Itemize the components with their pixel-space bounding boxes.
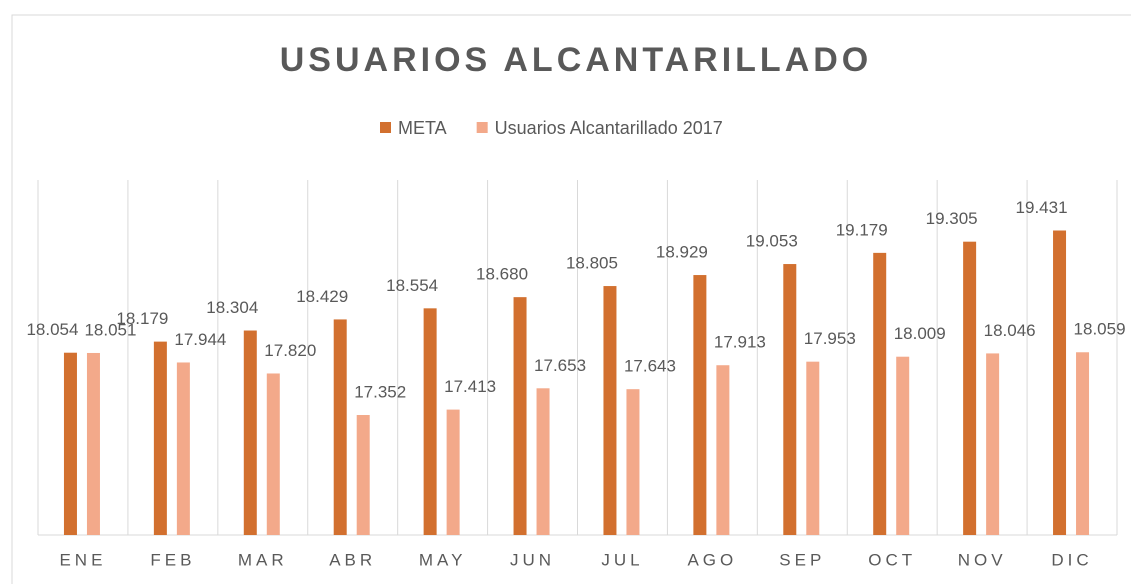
bar (333, 319, 347, 535)
x-tick-label: OCT (868, 550, 916, 569)
data-label: 18.429 (296, 287, 348, 306)
bar (716, 365, 730, 535)
legend-label: META (398, 118, 447, 138)
data-label: 18.054 (26, 320, 78, 339)
x-tick-label: DIC (1051, 550, 1092, 569)
bar (63, 352, 77, 535)
x-tick-label: ENE (59, 550, 106, 569)
data-label: 17.820 (264, 341, 316, 360)
bar (176, 362, 190, 535)
bar (356, 415, 370, 535)
bar (86, 352, 100, 535)
x-tick-label: NOV (958, 550, 1007, 569)
x-tick-label: JUN (510, 550, 555, 569)
chart-title: USUARIOS ALCANTARILLADO (280, 41, 873, 79)
bar (536, 388, 550, 535)
bar (896, 356, 910, 535)
data-label: 18.680 (476, 265, 528, 284)
data-label: 18.051 (84, 320, 136, 339)
data-label: 18.046 (984, 321, 1036, 340)
data-label: 17.643 (624, 357, 676, 376)
data-label: 18.179 (116, 309, 168, 328)
x-tick-label: SEP (779, 550, 825, 569)
bar (1076, 352, 1090, 535)
bar (153, 341, 167, 535)
bar (603, 286, 617, 535)
bar (783, 264, 797, 535)
x-tick-label: ABR (329, 550, 376, 569)
data-label: 19.431 (1016, 198, 1068, 217)
x-tick-label: AGO (687, 550, 737, 569)
bar (986, 353, 1000, 535)
bar (693, 275, 707, 535)
x-tick-label: JUL (601, 550, 643, 569)
data-label: 18.929 (656, 243, 708, 262)
data-label: 18.059 (1074, 320, 1126, 339)
bar (873, 252, 887, 535)
legend-swatch (476, 122, 488, 133)
data-label: 19.305 (926, 209, 978, 228)
data-label: 17.413 (444, 377, 496, 396)
data-label: 18.805 (566, 254, 618, 273)
bar (806, 361, 820, 535)
legend-swatch (380, 122, 391, 133)
chart-border (11, 14, 1131, 584)
data-label: 19.053 (746, 232, 798, 251)
data-label: 17.913 (714, 333, 766, 352)
x-tick-label: MAR (238, 550, 288, 569)
bar (266, 373, 280, 535)
data-label: 17.653 (534, 356, 586, 375)
data-label: 17.352 (354, 382, 406, 401)
data-label: 18.554 (386, 276, 438, 295)
bar (513, 297, 527, 535)
x-tick-label: MAY (419, 550, 467, 569)
data-label: 18.304 (206, 298, 258, 317)
legend-label: Usuarios Alcantarillado 2017 (495, 118, 723, 138)
bar (1053, 230, 1067, 535)
data-label: 17.944 (174, 330, 226, 349)
data-label: 17.953 (804, 329, 856, 348)
bar (963, 241, 977, 535)
bar (446, 409, 460, 535)
bar (243, 330, 257, 535)
data-label: 19.179 (836, 220, 888, 239)
x-tick-label: FEB (150, 550, 195, 569)
data-label: 18.009 (894, 324, 946, 343)
bar (423, 308, 437, 535)
bar (626, 389, 640, 535)
